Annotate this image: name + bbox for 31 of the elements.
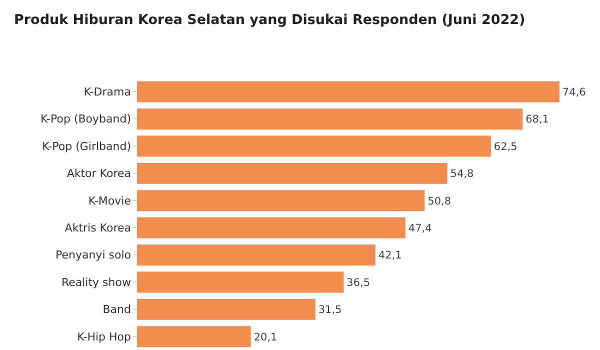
y-tick-label: K-Drama bbox=[84, 86, 131, 99]
y-tick-label: Aktris Korea bbox=[64, 222, 131, 235]
y-tick-label: K-Hip Hop bbox=[77, 330, 132, 344]
bar bbox=[137, 108, 523, 130]
bar bbox=[137, 298, 316, 320]
data-label: 42,1 bbox=[378, 250, 402, 262]
bar bbox=[137, 162, 448, 184]
bar bbox=[137, 272, 344, 293]
y-tick-label: K-Pop (Girlband) bbox=[42, 140, 131, 153]
data-label: 68,1 bbox=[526, 114, 550, 126]
chart-title: Produk Hiburan Korea Selatan yang Disukai Responden (Juni 2022) bbox=[14, 12, 526, 28]
bar bbox=[137, 244, 376, 266]
data-label: 20,1 bbox=[254, 331, 278, 344]
data-label: 74,6 bbox=[562, 86, 586, 98]
data-label: 62,5 bbox=[494, 140, 518, 153]
y-tick-label: Aktor Korea bbox=[66, 167, 131, 180]
y-tick-label: Penyanyi solo bbox=[55, 248, 132, 262]
bar bbox=[137, 136, 491, 157]
y-tick-label: Band bbox=[102, 303, 131, 316]
data-label: 54,8 bbox=[450, 168, 474, 180]
bar bbox=[137, 190, 425, 212]
bar bbox=[137, 217, 406, 238]
data-label: 36,5 bbox=[346, 276, 370, 289]
y-tick-label: Reality show bbox=[61, 276, 131, 289]
bar bbox=[137, 326, 251, 348]
data-label: 50,8 bbox=[428, 195, 452, 208]
data-label: 31,5 bbox=[318, 304, 342, 316]
data-label: 47,4 bbox=[408, 222, 432, 234]
y-tick-label: K-Pop (Boyband) bbox=[40, 112, 131, 126]
bar bbox=[137, 81, 560, 102]
y-tick-label: K-Movie bbox=[88, 194, 132, 208]
